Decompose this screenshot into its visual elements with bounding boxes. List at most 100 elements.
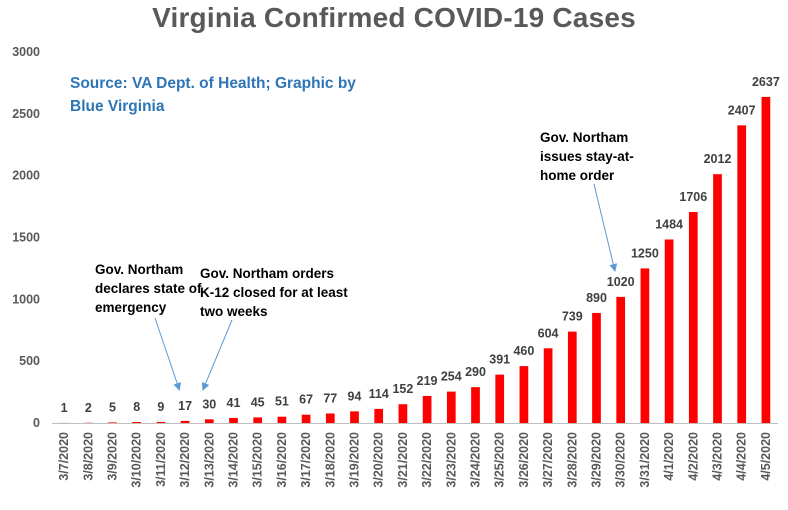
data-label: 1484 (655, 217, 683, 231)
bar (640, 268, 650, 423)
data-label: 290 (465, 365, 486, 379)
data-label: 739 (562, 310, 583, 324)
bar (325, 413, 335, 423)
bar (350, 411, 359, 423)
data-label: 1 (61, 401, 68, 415)
x-tick-label: 3/12/2020 (178, 432, 192, 488)
bar (277, 416, 287, 423)
x-tick-label: 3/15/2020 (251, 432, 265, 488)
data-label: 2 (85, 401, 92, 415)
bar (616, 296, 626, 423)
data-label: 2012 (704, 152, 732, 166)
x-tick-label: 3/16/2020 (275, 432, 289, 488)
bar (688, 212, 698, 423)
data-label: 77 (323, 391, 337, 405)
annotation-arrow (201, 319, 233, 391)
x-tick-label: 3/8/2020 (81, 432, 95, 481)
x-tick-label: 3/28/2020 (565, 432, 579, 488)
x-tick-label: 3/27/2020 (541, 432, 555, 488)
data-label: 51 (275, 395, 289, 409)
bar (180, 420, 190, 423)
bar (664, 239, 674, 423)
x-tick-label: 3/24/2020 (469, 432, 483, 488)
data-label: 890 (586, 291, 607, 305)
data-label: 30 (202, 397, 216, 411)
x-tick-label: 4/4/2020 (735, 432, 749, 481)
bar (761, 96, 771, 424)
x-tick-label: 3/22/2020 (420, 432, 434, 488)
x-tick-label: 3/17/2020 (299, 432, 313, 488)
x-tick-label: 4/3/2020 (711, 432, 725, 481)
y-tick-label: 1500 (12, 231, 40, 245)
annotation-k12-closed: Gov. Northam orders K-12 closed for at l… (200, 266, 348, 319)
x-tick-label: 3/31/2020 (638, 432, 652, 488)
data-label: 9 (157, 400, 164, 414)
data-label: 391 (489, 353, 510, 367)
annotation-state-of-emergency: Gov. Northam declares state of emergency (95, 262, 202, 315)
x-tick-label: 4/2/2020 (686, 432, 700, 481)
x-tick-label: 3/13/2020 (202, 432, 216, 488)
chart-title: Virginia Confirmed COVID-19 Cases (152, 2, 636, 33)
x-tick-label: 3/21/2020 (396, 432, 410, 488)
source-note: Source: VA Dept. of Health; Graphic by B… (70, 75, 356, 115)
x-axis: 3/7/2020 3/8/2020 3/9/2020 3/10/2020 3/11/20… (52, 423, 778, 488)
x-tick-label: 3/26/2020 (517, 432, 531, 488)
data-label: 219 (417, 374, 438, 388)
bar (374, 408, 384, 423)
data-label: 114 (369, 387, 389, 401)
annotation-arrow (593, 183, 618, 272)
x-tick-label: 3/20/2020 (372, 432, 386, 488)
data-label: 2407 (728, 103, 756, 117)
bar (204, 419, 214, 423)
data-label: 45 (251, 395, 265, 409)
data-label: 67 (299, 393, 313, 407)
bar (519, 366, 529, 423)
x-tick-label: 3/10/2020 (130, 432, 144, 488)
x-tick-label: 4/5/2020 (759, 432, 773, 481)
x-tick-label: 3/18/2020 (323, 432, 337, 488)
bar (229, 417, 238, 423)
y-axis: 0 500 1000 1500 2000 2500 3000 (12, 45, 40, 430)
y-tick-label: 0 (33, 416, 40, 430)
bar (132, 422, 142, 423)
data-label: 1706 (679, 190, 707, 204)
bar (567, 331, 577, 423)
bar (301, 414, 311, 423)
data-label: 1250 (631, 246, 659, 260)
x-tick-label: 3/9/2020 (106, 432, 120, 481)
data-label: 5 (109, 400, 116, 414)
y-tick-label: 2000 (12, 169, 40, 183)
bar (422, 395, 432, 423)
data-label: 604 (538, 326, 559, 340)
bar (446, 391, 456, 423)
bar (253, 417, 263, 423)
x-tick-label: 3/30/2020 (614, 432, 628, 488)
y-tick-label: 3000 (12, 45, 40, 59)
y-tick-label: 2500 (12, 107, 40, 121)
data-label: 94 (348, 389, 362, 403)
x-tick-label: 4/1/2020 (662, 432, 676, 481)
data-label: 17 (178, 399, 192, 413)
data-label: 2637 (752, 75, 780, 89)
data-label: 1020 (607, 275, 635, 289)
x-tick-label: 3/23/2020 (444, 432, 458, 488)
bar (737, 125, 747, 423)
bar (592, 312, 601, 423)
annotation-stay-at-home: Gov. Northam issues stay-at-home order (540, 130, 634, 183)
bar (495, 374, 505, 423)
x-tick-label: 3/29/2020 (590, 432, 604, 488)
annotation-arrows (154, 183, 618, 391)
x-tick-label: 3/19/2020 (348, 432, 362, 488)
bar (713, 174, 722, 423)
data-labels: 1 2 5 8 9 17 30 41 45 51 67 77 94 114 152 219 254 2903914… (61, 75, 780, 415)
x-tick-label: 3/14/2020 (227, 432, 241, 488)
x-tick-label: 3/25/2020 (493, 432, 507, 488)
x-tick-label: 3/11/2020 (154, 432, 168, 487)
y-tick-label: 1000 (12, 292, 40, 306)
data-label: 152 (392, 382, 413, 396)
bars (59, 96, 771, 424)
x-tick-label: 3/7/2020 (57, 432, 71, 481)
data-label: 8 (133, 400, 140, 414)
bar (156, 421, 166, 423)
